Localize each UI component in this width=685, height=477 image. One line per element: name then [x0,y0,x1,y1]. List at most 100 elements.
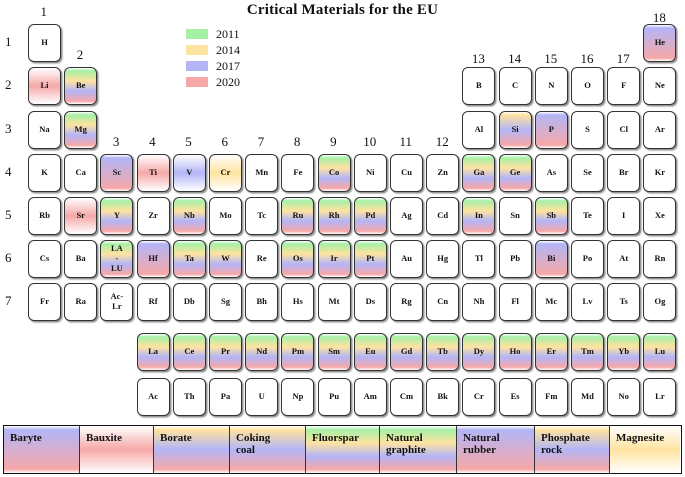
element-h: H [28,24,61,62]
element-cl: Cl [607,111,641,149]
group-label-8: 8 [293,134,301,149]
element-ca: Ca [64,154,98,192]
element-yb: Yb [607,333,641,371]
element-hs: Hs [281,283,315,321]
element-lr: Lr [643,378,677,416]
element-be: Be [64,67,98,105]
element-er: Er [534,333,568,371]
element-rg: Rg [390,283,423,321]
element-sc: Sc [100,154,134,192]
legend-label-2017: 2017 [216,59,240,73]
element-rn: Rn [643,240,677,278]
element-hf: Hf [136,240,170,278]
element-fe: Fe [281,154,315,192]
material-natural-graphite: Natural graphite [379,426,456,473]
element-nh: Nh [462,283,496,321]
element-og: Og [643,283,677,321]
element-gd: Gd [390,333,423,371]
element-sb: Sb [534,197,568,235]
element-cd: Cd [426,197,460,235]
element-cr: Cr [209,154,242,192]
element-pm: Pm [281,333,315,371]
element-pb: Pb [498,240,532,278]
group-label-7: 7 [257,134,265,149]
period-label-1: 1 [5,34,12,49]
element-si: Si [498,111,532,149]
element-tl: Tl [462,240,496,278]
element-cn: Cn [426,283,460,321]
element-br: Br [607,154,641,192]
legend-label-2011: 2011 [216,27,240,41]
period-label-7: 7 [5,293,12,308]
element-u: U [245,378,279,416]
element-fr: Fr [28,283,61,321]
group-label-14: 14 [508,51,522,66]
element-pu: Pu [317,378,351,416]
element-b: B [462,67,496,105]
element-hg: Hg [426,240,460,278]
element-ga: Ga [462,154,496,192]
material-coking-coal: Coking coal [229,426,305,473]
element-ac: Ac [136,378,170,416]
element-sn: Sn [498,197,532,235]
group-label-2: 2 [76,47,84,62]
element-ni: Ni [353,154,387,192]
group-label-13: 13 [471,51,485,66]
element-na: Na [28,111,61,149]
element-n: N [534,67,568,105]
element-eu: Eu [353,333,387,371]
element-mt: Mt [317,283,351,321]
element-f: F [607,67,641,105]
element-cr: Cr [462,378,496,416]
element-lv: Lv [571,283,604,321]
element-mn: Mn [245,154,279,192]
group-label-17: 17 [616,51,630,66]
material-natural-rubber: Natural rubber [456,426,534,473]
element-es: Es [498,378,532,416]
element-he: He [643,24,677,62]
element-mg: Mg [64,111,98,149]
element-nb: Nb [172,197,206,235]
element-al: Al [462,111,496,149]
element-rh: Rh [317,197,351,235]
element-ra: Ra [64,283,98,321]
group-label-4: 4 [149,134,156,149]
element-am: Am [353,378,387,416]
element-rb: Rb [28,197,61,235]
element-fm: Fm [534,378,568,416]
element-ru: Ru [281,197,315,235]
element-po: Po [571,240,604,278]
element-in: In [462,197,496,235]
element-c: C [498,67,532,105]
element-bh: Bh [245,283,279,321]
material-borate: Borate [153,426,229,473]
element-ge: Ge [498,154,532,192]
group-label-9: 9 [330,134,337,149]
element-v: V [172,154,206,192]
material-fluorspar: Fluorspar [305,426,379,473]
element-la: La [136,333,170,371]
element-se: Se [571,154,604,192]
element-ne: Ne [643,67,677,105]
element-o: O [571,67,604,105]
period-label-2: 2 [5,77,12,92]
material-baryte: Baryte [4,426,79,473]
group-label-15: 15 [544,51,558,66]
group-label-1: 1 [40,4,48,19]
element-cs: Cs [28,240,61,278]
material-bauxite: Bauxite [79,426,153,473]
element-s: S [571,111,604,149]
chart-title: Critical Materials for the EU [246,2,439,18]
element-p: P [534,111,568,149]
period-label-4: 4 [5,164,12,179]
period-label-6: 6 [5,250,12,265]
element-ta: Ta [172,240,206,278]
element-np: Np [281,378,315,416]
element-zn: Zn [426,154,460,192]
element-os: Os [281,240,315,278]
period-label-3: 3 [5,121,12,136]
element-cu: Cu [390,154,423,192]
element-ba: Ba [64,240,98,278]
element-bk: Bk [426,378,460,416]
element-dy: Dy [462,333,496,371]
